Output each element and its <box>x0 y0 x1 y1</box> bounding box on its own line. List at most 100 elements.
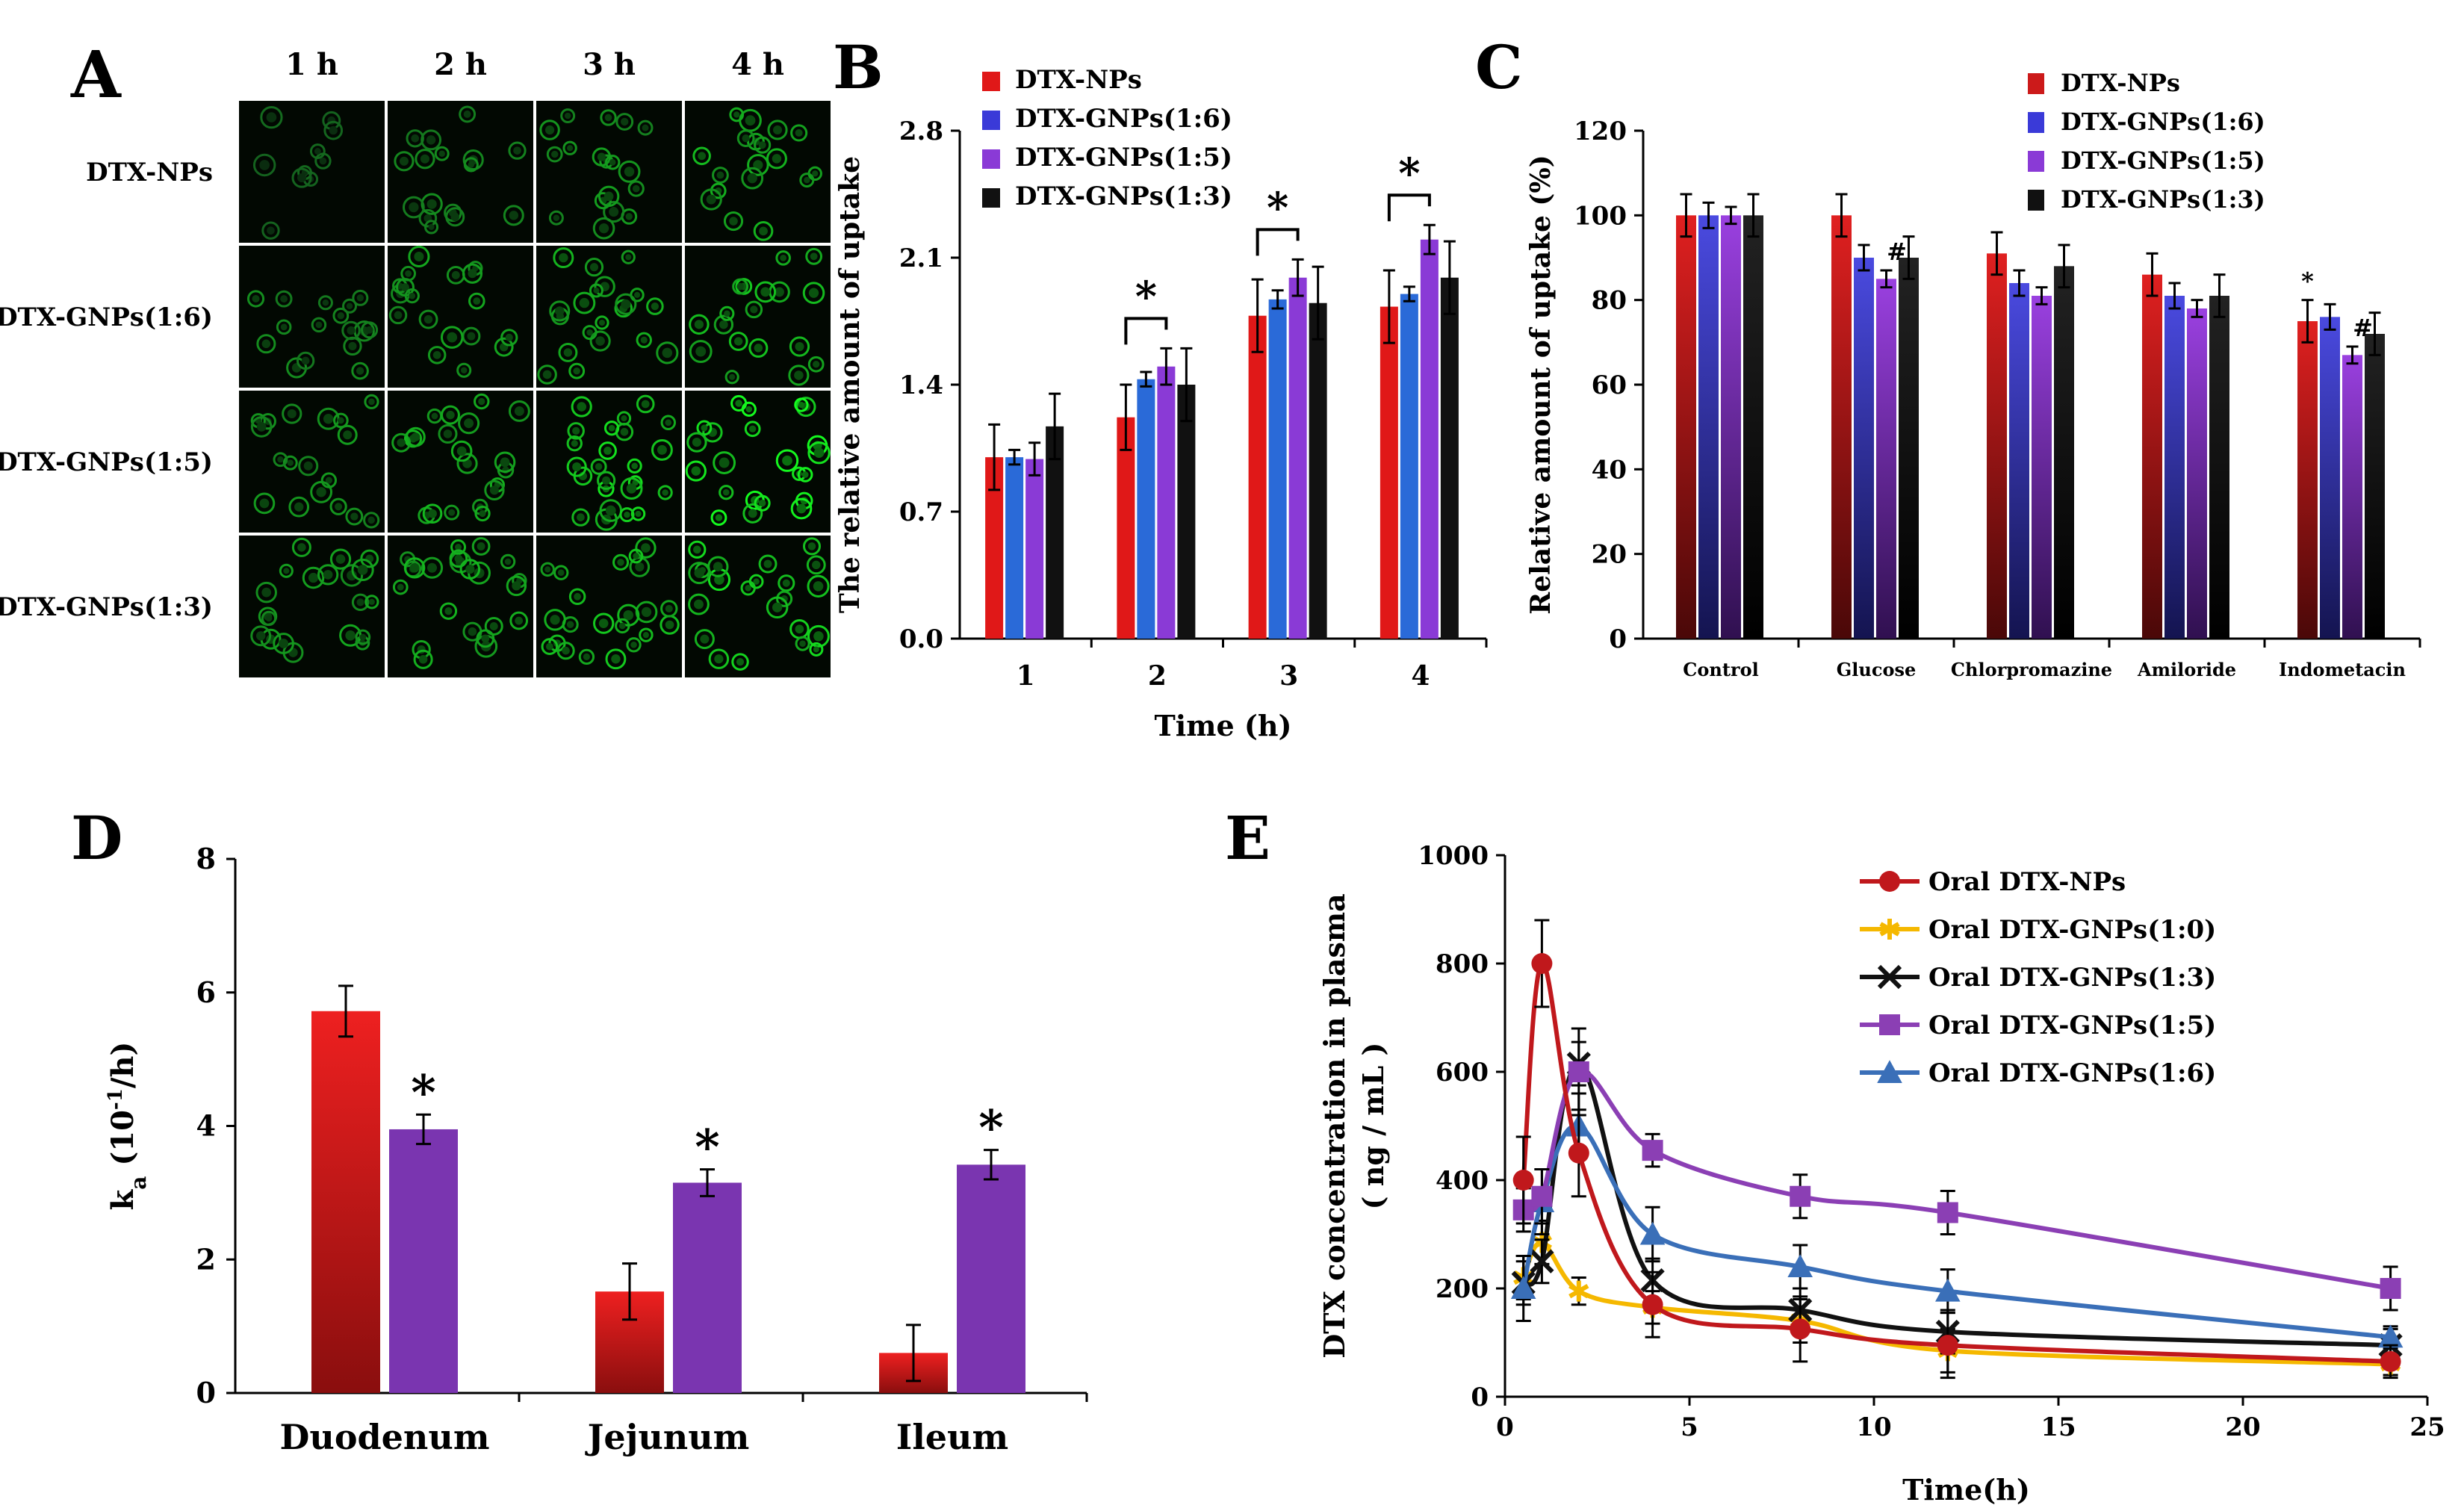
cell-nucleus <box>280 295 288 303</box>
cell <box>790 124 808 142</box>
y-tick-label: 120 <box>1574 117 1627 146</box>
y-tick-label: 2.8 <box>899 117 943 146</box>
bar-DTX-GNPs(1:3)-Amiloride <box>2209 296 2229 639</box>
cell-nucleus <box>467 332 476 341</box>
bar-DTX-NPs-Amiloride <box>2142 274 2162 639</box>
legend-swatch <box>982 149 1000 169</box>
cell <box>406 129 424 148</box>
time-label-2: 3 h <box>583 47 636 82</box>
cell-nucleus <box>367 516 375 524</box>
cell-nucleus <box>810 252 818 261</box>
cell <box>388 305 408 325</box>
cell-nucleus <box>635 510 642 518</box>
x-tick-label: 10 <box>1856 1412 1891 1442</box>
cell <box>620 477 643 500</box>
cell-nucleus <box>500 457 510 468</box>
cell <box>582 325 598 341</box>
bar-DTX-NPs-Control <box>1676 215 1696 639</box>
cell <box>744 421 761 438</box>
annotation-mark: # <box>2353 314 2373 342</box>
cell <box>635 537 657 559</box>
cell <box>615 618 630 634</box>
cell <box>688 593 710 615</box>
cell-nucleus <box>314 148 321 155</box>
cell-nucleus <box>456 446 467 456</box>
legend-swatch <box>2028 112 2044 133</box>
cell-nucleus <box>368 598 375 605</box>
cell <box>630 506 646 521</box>
micrograph-background <box>388 101 533 243</box>
panel-c: C 0 20 40 60 80 100 120 Control Glucose Chlorprom… <box>1475 32 2421 680</box>
x-axis-title: Time (h) <box>1155 709 1292 742</box>
y-axis-title: Relative amount of uptake (%) <box>1525 155 1557 614</box>
cell <box>291 167 312 188</box>
bar-DTX-GNPs(1:6)-4 <box>1400 294 1418 639</box>
cell-nucleus <box>620 117 629 126</box>
cell-nucleus <box>745 406 753 413</box>
bar-DTX-GNPs(1:5)-Chlorpromazine <box>2032 296 2052 639</box>
significance-bracket <box>1387 193 1431 222</box>
cell <box>421 556 444 579</box>
chart-c-inhibitor-uptake: 0 20 40 60 80 100 120 Control Glucose Chlorpromaz… <box>1525 69 2421 680</box>
cell-nucleus <box>623 609 634 621</box>
cell-nucleus <box>514 406 524 416</box>
cell-nucleus <box>301 356 310 365</box>
cell-nucleus <box>694 599 704 609</box>
significance-star: * <box>1135 272 1157 321</box>
cell-nucleus <box>621 415 627 422</box>
cell-nucleus <box>795 128 803 137</box>
cell <box>807 574 830 598</box>
cell <box>595 315 609 330</box>
marker-star-stroke <box>1568 1284 1589 1299</box>
cell-nucleus <box>409 202 419 213</box>
cell <box>578 648 595 665</box>
x-tick-label: 15 <box>2041 1412 2076 1442</box>
cell-nucleus <box>287 459 294 466</box>
cell-nucleus <box>719 320 728 329</box>
data-point <box>1510 1276 1536 1299</box>
significance-star: * <box>978 1100 1003 1156</box>
y-axis-title-part: k <box>105 1188 140 1210</box>
cell-nucleus <box>608 424 615 432</box>
cell-nucleus <box>700 634 710 644</box>
cell <box>805 247 823 265</box>
cell <box>253 492 276 515</box>
cell-nucleus <box>346 302 353 310</box>
cell <box>775 449 799 472</box>
cell-nucleus <box>400 283 409 292</box>
cell-nucleus <box>468 161 475 168</box>
cell-nucleus <box>748 425 757 432</box>
cell-nucleus <box>799 640 806 647</box>
cell <box>615 293 637 315</box>
cell-nucleus <box>598 223 609 234</box>
cell <box>809 642 824 657</box>
cell-nucleus <box>550 615 560 625</box>
y-axis-title-part: -1 <box>105 1088 127 1110</box>
row-label-2: DTX-GNPs(1:5) <box>0 447 213 477</box>
cell <box>708 648 730 669</box>
cell-nucleus <box>432 350 441 359</box>
cell <box>794 397 809 412</box>
data-point <box>1568 1280 1589 1302</box>
cell <box>745 300 763 319</box>
cell-nucleus <box>617 559 624 566</box>
bar-purple-Duodenum <box>389 1129 458 1393</box>
cell-nucleus <box>287 409 297 419</box>
cell-nucleus <box>621 299 631 309</box>
cell <box>302 566 325 589</box>
cell <box>685 460 707 482</box>
y-tick-label: 1000 <box>1418 841 1489 871</box>
cell <box>438 423 458 444</box>
cell-nucleus <box>633 291 641 298</box>
cell <box>403 196 425 219</box>
bar-DTX-GNPs(1:6)-Indometacin <box>2320 317 2340 639</box>
cell-nucleus <box>813 447 825 459</box>
cell-nucleus <box>545 642 553 651</box>
cell <box>807 441 831 465</box>
cell <box>741 167 764 190</box>
cell <box>656 341 679 364</box>
cell-nucleus <box>736 282 744 291</box>
cell <box>600 109 617 126</box>
cell-nucleus <box>758 499 766 507</box>
cell <box>261 221 280 240</box>
